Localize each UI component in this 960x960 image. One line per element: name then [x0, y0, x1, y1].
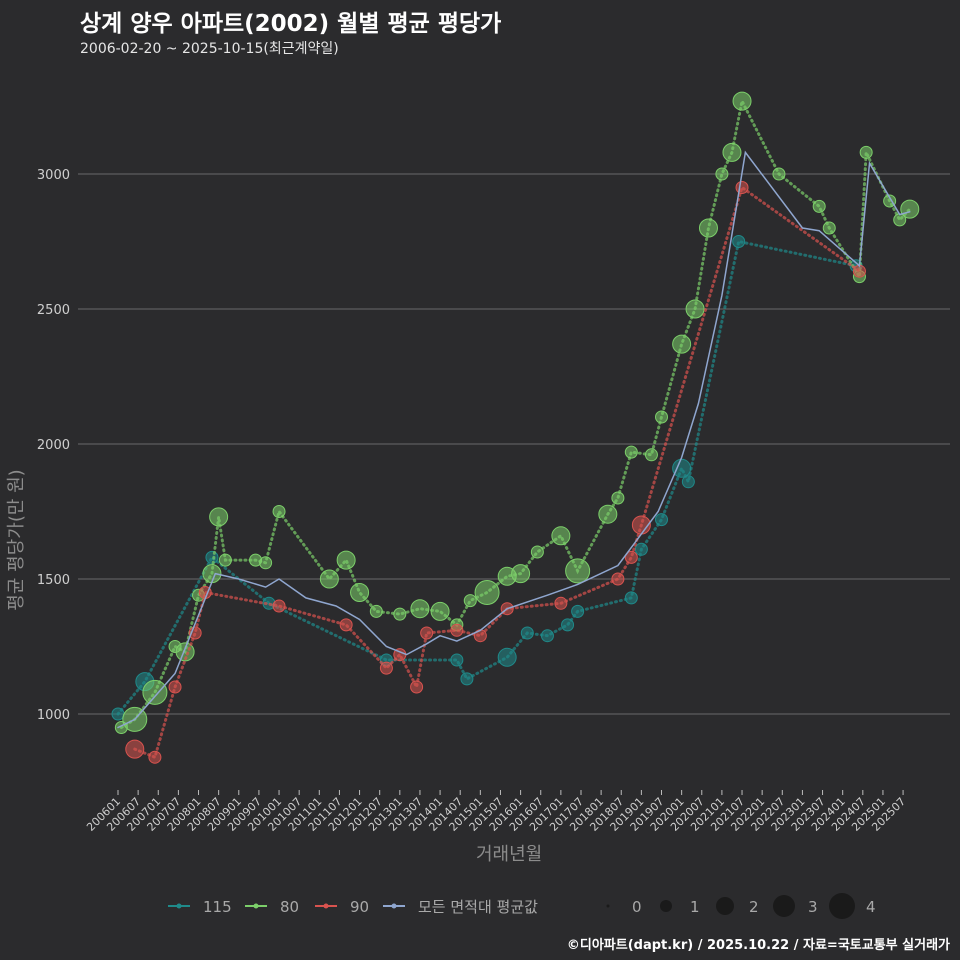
y-tick-label: 1500 [37, 573, 70, 588]
data-point [561, 618, 575, 632]
data-point [883, 194, 897, 208]
data-point [852, 264, 866, 278]
data-point [685, 299, 705, 319]
footer-credit: ©디아파트(dapt.kr) / 2025.10.22 / 자료=국토교통부 실… [566, 938, 950, 953]
data-point [611, 572, 625, 586]
data-point [624, 550, 638, 564]
data-point [715, 167, 729, 181]
series-line-90 [133, 185, 861, 760]
data-point [209, 507, 229, 527]
data-point [420, 626, 434, 640]
data-point [450, 653, 464, 667]
y-tick-label: 1000 [37, 708, 70, 723]
data-point [463, 594, 477, 608]
data-point [511, 564, 531, 584]
size-legend-circle [660, 900, 672, 912]
data-point [624, 445, 638, 459]
data-point [611, 491, 625, 505]
size-legend-circle [716, 897, 734, 915]
data-point [698, 218, 718, 238]
data-point [111, 707, 125, 721]
data-point [554, 596, 568, 610]
data-point [672, 458, 692, 478]
y-tick-label: 3000 [37, 168, 70, 183]
legend-marker [323, 903, 329, 909]
data-point [571, 604, 585, 618]
series-line-80 [119, 96, 912, 729]
data-point [474, 580, 500, 605]
size-legend-label: 2 [749, 898, 759, 916]
size-legend-circle [606, 904, 610, 908]
data-point [644, 448, 658, 462]
data-point [350, 583, 370, 602]
data-point [530, 545, 544, 559]
size-legend-circle [829, 893, 855, 919]
data-point [393, 607, 407, 621]
data-point [410, 680, 424, 694]
chart-title: 상계 양우 아파트(2002) 월별 평균 평당가 [80, 11, 502, 37]
data-point [812, 199, 826, 213]
series-line-모든 면적대 평균값 [117, 150, 911, 729]
data-point [497, 647, 517, 667]
size-legend-label: 3 [808, 898, 818, 916]
data-point [672, 334, 692, 354]
data-point [900, 199, 920, 219]
data-point [168, 680, 182, 694]
chart-subtitle: 2006-02-20 ~ 2025-10-15(최근계약일) [80, 41, 339, 57]
data-point [410, 599, 430, 619]
legend-marker [176, 903, 182, 909]
data-point [655, 513, 669, 527]
data-point [859, 145, 873, 159]
legend-marker [391, 903, 397, 909]
data-point [735, 181, 749, 194]
data-point [551, 526, 571, 546]
data-point [565, 558, 591, 584]
legend-label: 90 [350, 898, 369, 916]
data-point [272, 599, 286, 613]
size-legend-label: 4 [866, 898, 876, 916]
y-tick-label: 2000 [37, 438, 70, 453]
data-point [722, 142, 742, 162]
data-point [369, 604, 383, 618]
size-legend-label: 0 [632, 898, 642, 916]
y-tick-label: 2500 [37, 303, 70, 318]
x-axis-label: 거래년월 [476, 844, 542, 865]
data-point [624, 591, 638, 605]
data-point [540, 629, 554, 643]
data-point [430, 601, 450, 621]
data-point [732, 235, 746, 248]
data-point [259, 556, 273, 570]
data-point [142, 679, 168, 705]
data-point [681, 475, 695, 489]
data-point [655, 410, 669, 424]
legend-label: 모든 면적대 평균값 [418, 898, 538, 916]
data-point [598, 504, 618, 524]
data-point [520, 626, 534, 640]
data-point [218, 553, 232, 567]
data-point [339, 618, 353, 632]
legend-label: 80 [280, 898, 299, 916]
data-point [772, 167, 786, 181]
data-point [125, 739, 145, 759]
y-axis-label: 평균 평당가(만 원) [6, 469, 27, 610]
size-legend-circle [773, 895, 795, 917]
data-point [460, 672, 474, 686]
data-point [148, 750, 162, 764]
series-line-115 [116, 239, 858, 716]
data-point [634, 542, 648, 556]
data-point [272, 505, 286, 518]
data-point [336, 550, 356, 570]
legend-label: 115 [203, 898, 232, 916]
data-point [319, 569, 339, 589]
size-legend-label: 1 [690, 898, 700, 916]
legend-marker [253, 903, 259, 909]
data-point [450, 623, 464, 637]
data-point [732, 91, 752, 111]
data-point [822, 221, 836, 235]
data-point [379, 661, 393, 675]
